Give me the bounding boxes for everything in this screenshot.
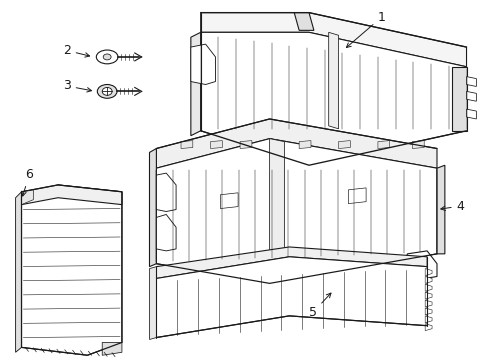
Polygon shape [425,308,432,315]
Polygon shape [425,292,432,299]
Ellipse shape [103,54,111,60]
Polygon shape [156,139,437,283]
Polygon shape [240,141,252,148]
Polygon shape [425,316,432,323]
Polygon shape [270,139,284,283]
Polygon shape [201,32,466,165]
Polygon shape [466,77,476,86]
Polygon shape [149,267,156,339]
Polygon shape [299,141,311,148]
Polygon shape [425,269,432,275]
Polygon shape [181,141,193,148]
Polygon shape [16,192,22,352]
Polygon shape [156,247,427,278]
Polygon shape [156,257,427,338]
Polygon shape [425,284,432,291]
Text: 5: 5 [309,293,331,319]
Polygon shape [452,67,466,131]
Polygon shape [425,300,432,307]
Polygon shape [191,44,216,85]
Polygon shape [220,193,238,208]
Polygon shape [402,251,437,280]
Ellipse shape [98,85,117,98]
Text: 3: 3 [63,80,92,93]
Polygon shape [156,119,437,168]
Polygon shape [348,188,366,204]
Polygon shape [425,276,432,283]
Polygon shape [466,91,476,101]
Text: 6: 6 [22,168,33,196]
Polygon shape [102,342,122,355]
Polygon shape [329,32,339,129]
Polygon shape [425,324,432,330]
Text: 2: 2 [63,44,90,57]
Polygon shape [201,13,466,67]
Ellipse shape [97,50,118,64]
Polygon shape [211,141,222,148]
Polygon shape [437,165,445,254]
Polygon shape [156,173,176,212]
Polygon shape [191,32,201,136]
Polygon shape [22,190,33,204]
Polygon shape [413,141,424,148]
Ellipse shape [102,87,112,95]
Polygon shape [156,215,176,251]
Polygon shape [378,141,390,148]
Polygon shape [22,185,122,204]
Polygon shape [339,141,350,148]
Polygon shape [294,13,314,30]
Text: 4: 4 [441,199,465,212]
Polygon shape [149,148,156,267]
Text: 1: 1 [346,10,386,48]
Polygon shape [22,185,122,355]
Polygon shape [466,109,476,119]
